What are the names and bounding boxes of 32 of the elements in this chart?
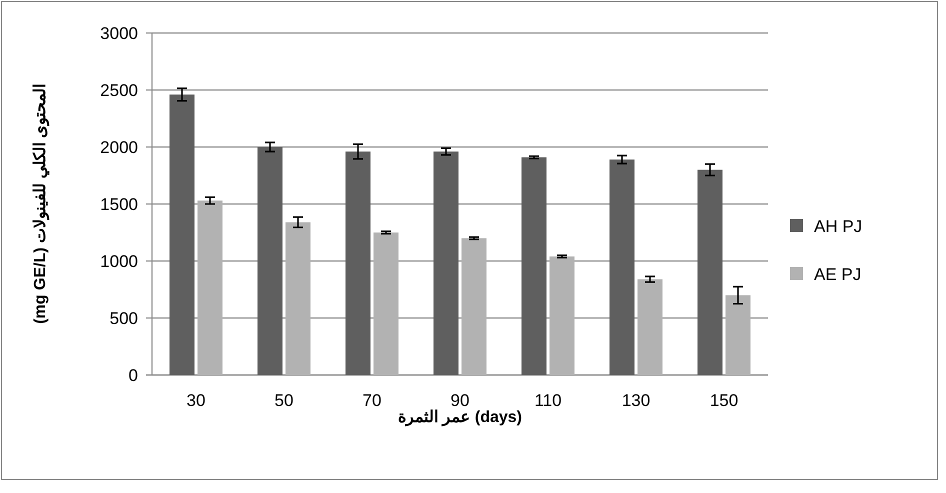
x-tick-label: 70	[362, 391, 382, 410]
bar	[374, 232, 398, 375]
x-tick-label: 30	[186, 391, 206, 410]
bar	[286, 222, 310, 375]
bar	[346, 152, 370, 375]
bar	[550, 256, 574, 375]
bar	[198, 200, 222, 375]
bar	[462, 238, 486, 375]
bar	[258, 147, 282, 375]
bar	[522, 157, 546, 375]
bar	[698, 170, 722, 375]
y-tick-label: 1000	[100, 252, 138, 271]
y-axis-title: (mg GE/L) المحتوى الكلي للفينولات	[32, 84, 50, 324]
x-tick-label: 90	[450, 391, 470, 410]
legend-label: AE PJ	[814, 265, 862, 284]
x-tick-label: 150	[710, 391, 738, 410]
x-tick-label: 50	[274, 391, 294, 410]
bar	[726, 295, 750, 375]
y-tick-label: 2000	[100, 138, 138, 157]
bar	[170, 94, 194, 375]
y-tick-label: 500	[110, 309, 138, 328]
y-tick-label: 0	[128, 366, 138, 385]
legend-label: AH PJ	[814, 217, 862, 236]
y-tick-label: 1500	[100, 195, 138, 214]
x-tick-label: 110	[534, 391, 562, 410]
bar	[610, 160, 634, 375]
x-axis-title: عمر الثمرة (days)	[398, 409, 522, 427]
bar	[638, 279, 662, 375]
x-tick-label: 130	[622, 391, 650, 410]
bar	[434, 152, 458, 375]
y-tick-label: 2500	[100, 81, 138, 100]
y-tick-label: 3000	[100, 24, 138, 43]
